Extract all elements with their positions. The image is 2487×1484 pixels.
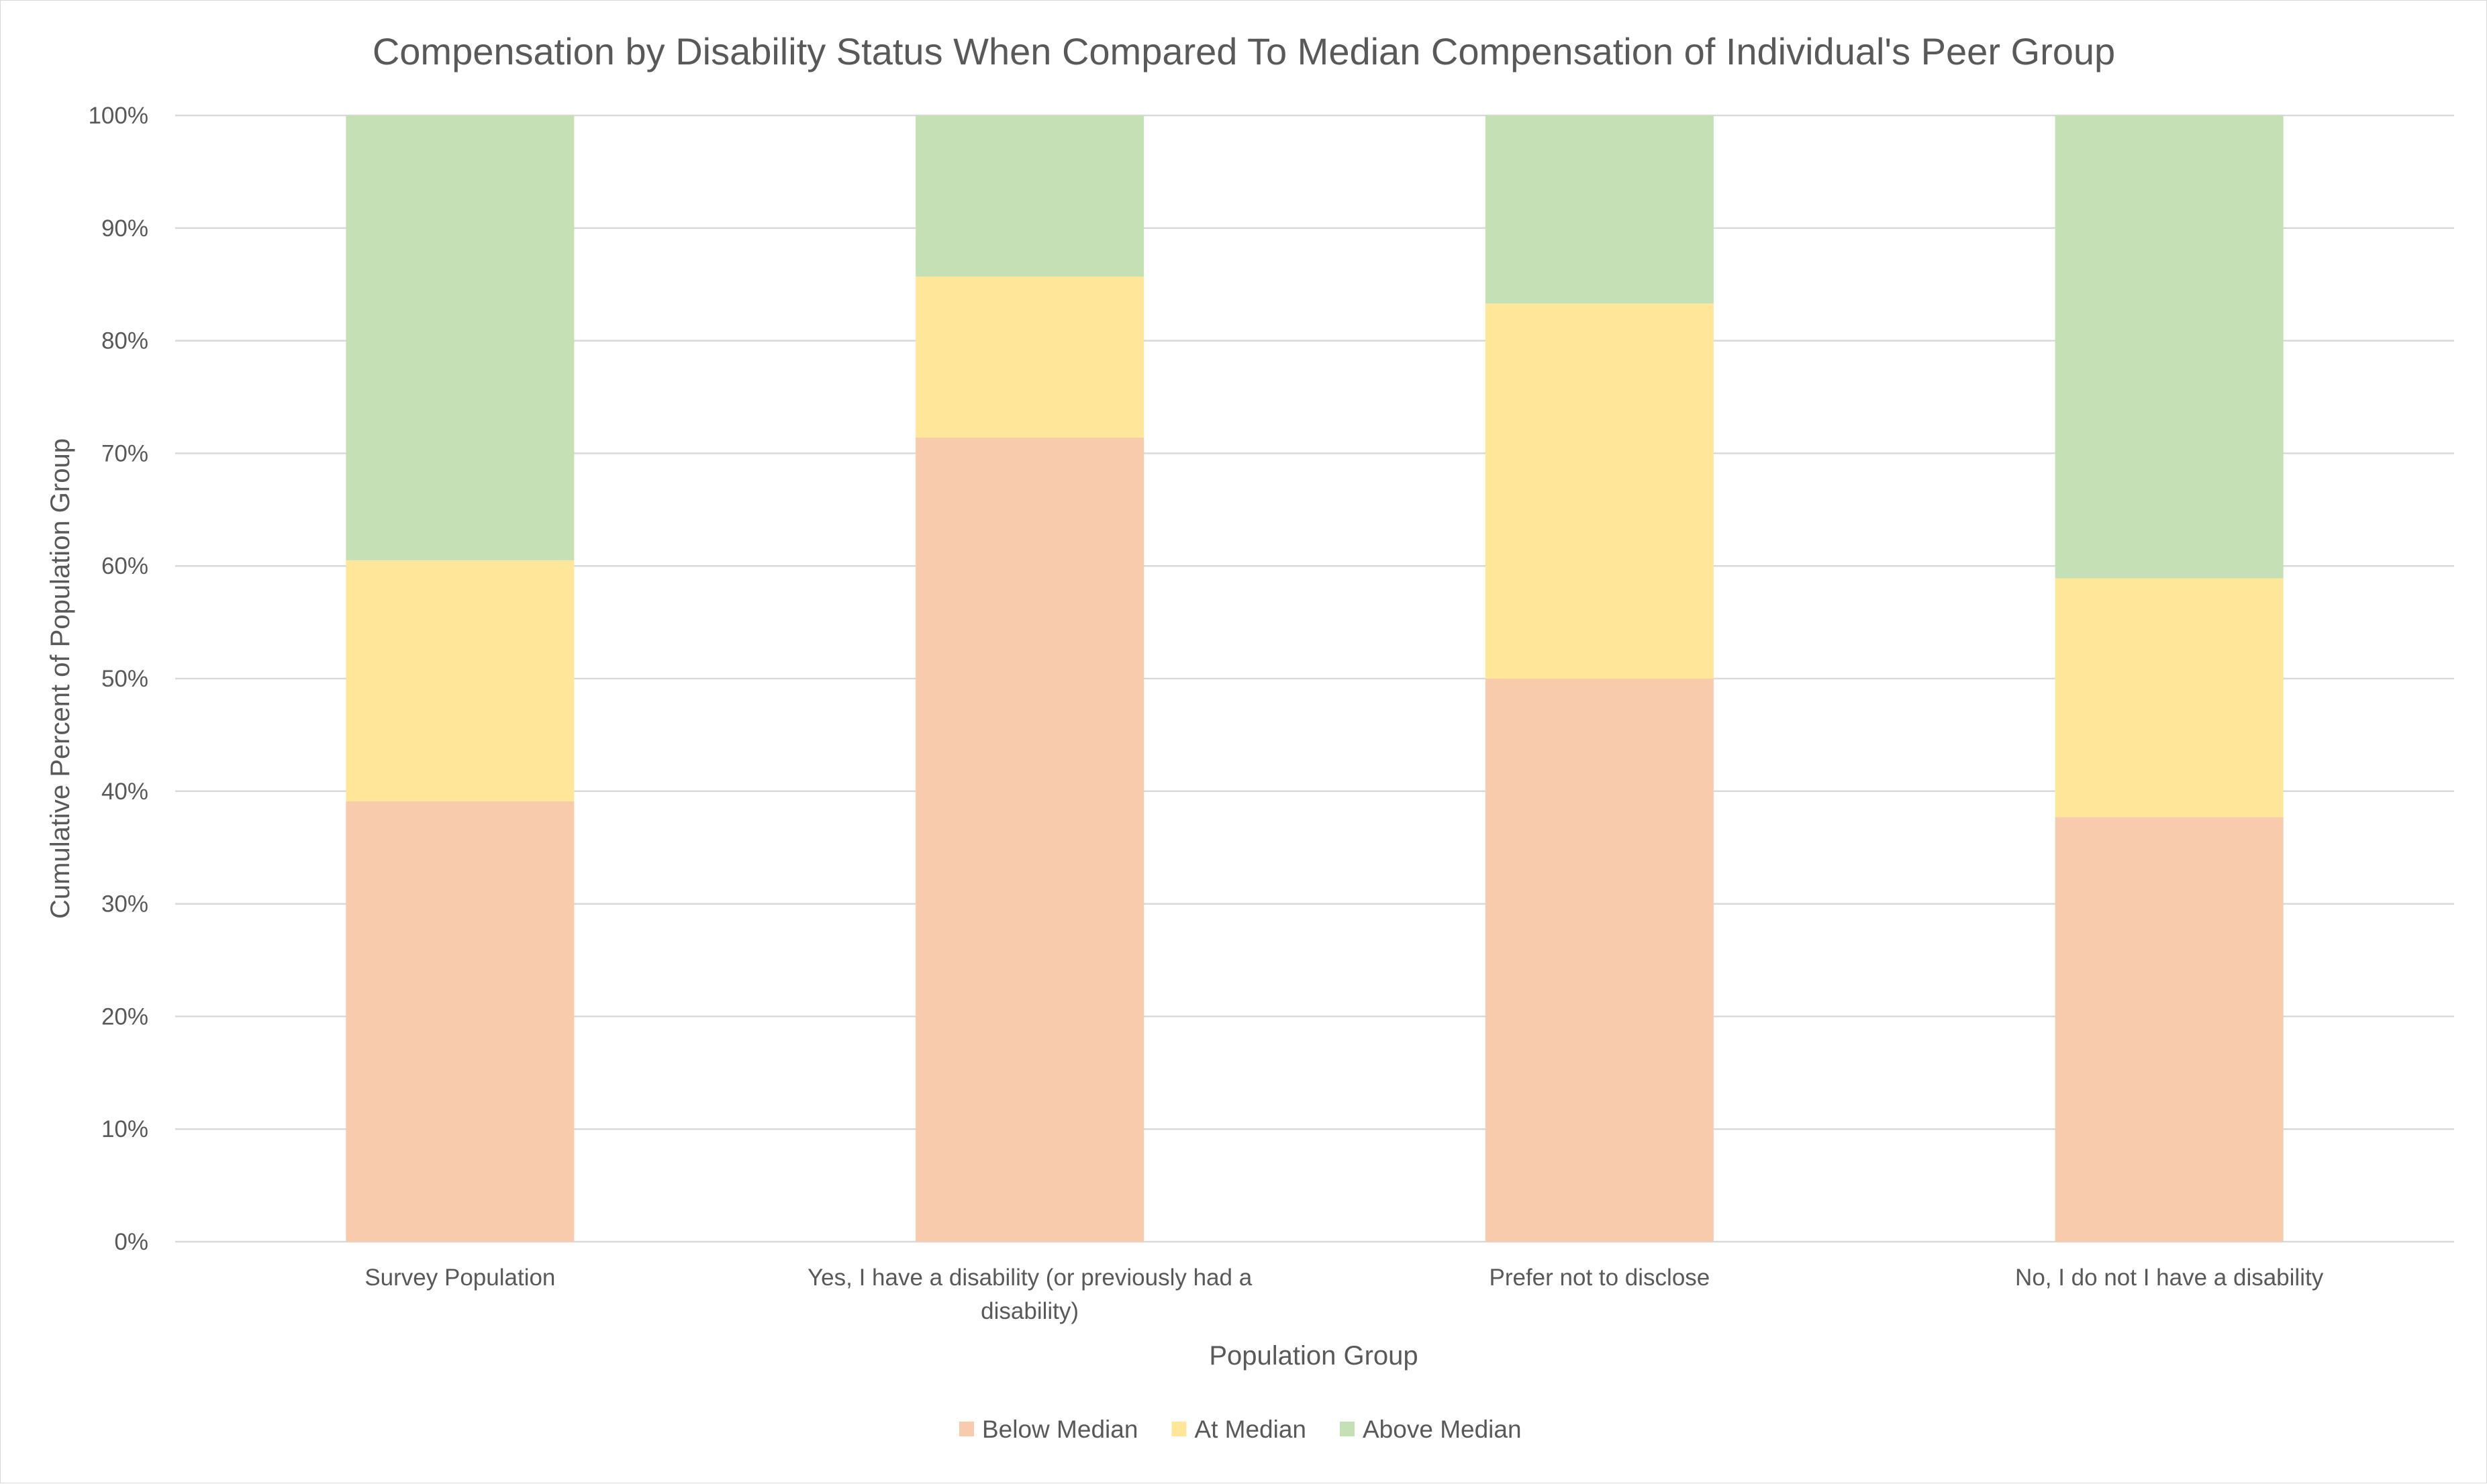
- bar-segment: [916, 437, 1144, 1242]
- y-tick-label: 90%: [101, 215, 148, 242]
- x-tick-label: Survey Population: [364, 1265, 555, 1291]
- legend-label: At Median: [1194, 1416, 1306, 1443]
- legend-label: Above Median: [1363, 1416, 1522, 1443]
- legend: Below Median At Median Above Median: [959, 1416, 1522, 1443]
- bar-segment: [346, 560, 575, 801]
- legend-swatch: [1171, 1422, 1187, 1436]
- bar-segment: [1485, 679, 1714, 1242]
- bar-segment: [916, 115, 1144, 277]
- bar-segment: [346, 801, 575, 1242]
- y-tick-label: 40%: [101, 779, 148, 805]
- bars: [346, 115, 2284, 1242]
- y-tick-label: 10%: [101, 1116, 148, 1142]
- bar-segment: [2055, 817, 2284, 1242]
- x-axis-ticks: Survey Population Yes, I have a disabilit…: [364, 1265, 2323, 1324]
- y-tick-label: 70%: [101, 440, 148, 466]
- x-tick-label: Prefer not to disclose: [1489, 1265, 1710, 1291]
- legend-label: Below Median: [982, 1416, 1138, 1443]
- y-tick-label: 60%: [101, 553, 148, 579]
- bar-segment: [1485, 115, 1714, 304]
- y-tick-label: 20%: [101, 1003, 148, 1030]
- x-axis-title: Population Group: [1209, 1341, 1418, 1371]
- legend-swatch: [1340, 1422, 1355, 1436]
- bar-segment: [346, 115, 575, 560]
- x-tick-label: Yes, I have a disability (or previously …: [808, 1265, 1253, 1291]
- y-tick-label: 100%: [88, 103, 148, 129]
- y-tick-label: 80%: [101, 328, 148, 354]
- bar-segment: [2055, 115, 2284, 579]
- y-axis-ticks: 0% 10% 20% 30% 40% 50% 60% 70% 80% 90% 100%: [88, 103, 148, 1255]
- x-tick-label: No, I do not I have a disability: [2015, 1265, 2324, 1291]
- chart-title: Compensation by Disability Status When C…: [373, 30, 2115, 72]
- y-axis-title: Cumulative Percent of Population Group: [46, 438, 75, 919]
- x-tick-label: disability): [981, 1298, 1079, 1324]
- bar-segment: [1485, 303, 1714, 679]
- y-tick-label: 50%: [101, 666, 148, 692]
- bar-segment: [2055, 578, 2284, 818]
- legend-swatch: [959, 1422, 974, 1436]
- y-tick-label: 0%: [114, 1229, 148, 1255]
- y-tick-label: 30%: [101, 891, 148, 918]
- bar-segment: [916, 276, 1144, 438]
